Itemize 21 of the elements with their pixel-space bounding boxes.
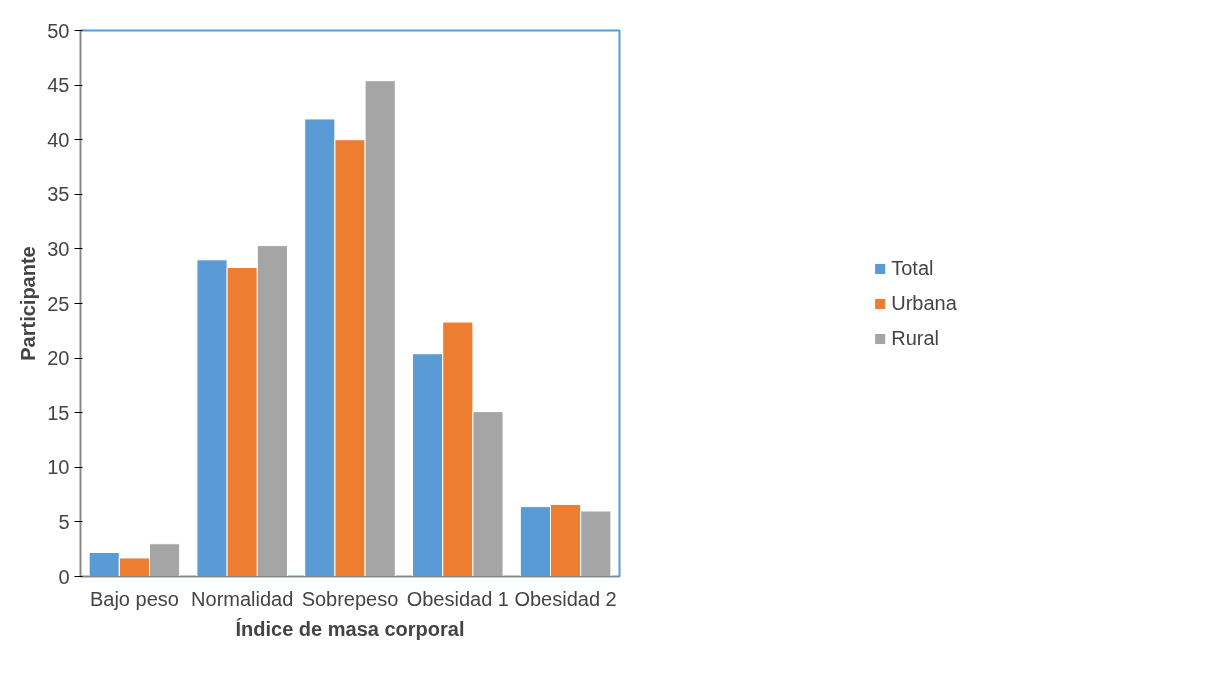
x-tick-label: Obesidad 1	[406, 587, 509, 610]
x-tick-label: Normalidad	[191, 587, 294, 610]
x-tick-label: Sobrepeso	[301, 587, 399, 610]
y-tick-label: 50	[47, 19, 70, 42]
y-tick-label: 10	[47, 456, 70, 479]
legend-label: Urbana	[891, 291, 957, 315]
y-tick-label: 25	[47, 292, 70, 315]
y-tick-label: 45	[47, 74, 70, 97]
legend-label: Rural	[891, 326, 939, 350]
y-tick-label: 15	[47, 401, 70, 424]
x-axis-title: Índice de masa corporal	[235, 617, 465, 640]
y-axis-title: Participante	[17, 246, 40, 361]
y-tick-label: 5	[58, 510, 70, 533]
y-tick-label: 30	[47, 237, 70, 260]
x-tick-label: Bajo peso	[89, 587, 179, 610]
y-tick-label: 20	[47, 347, 70, 370]
x-tick-label: Obesidad 2	[514, 587, 617, 610]
y-tick-label: 35	[47, 183, 70, 206]
y-tick-label: 40	[47, 128, 70, 151]
legend-label: Total	[891, 256, 934, 280]
y-tick-label: 0	[58, 565, 70, 588]
